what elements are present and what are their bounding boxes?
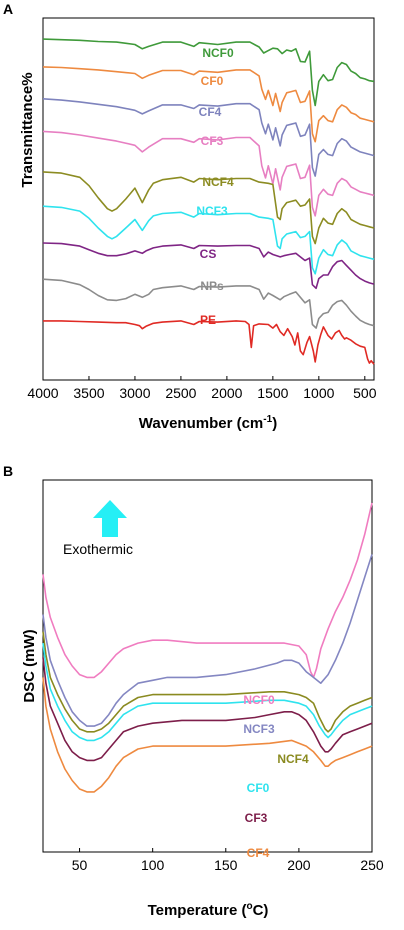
panel-a: A Transmittance% 4000 3500 3000 2500 2000 150…: [3, 1, 377, 432]
panel-b-series-ncf4-line: [42, 631, 373, 733]
panel-b-series-label-cf0: CF0: [247, 781, 270, 795]
panel-a-series-cf0-line: [42, 66, 375, 143]
panel-a-series-label-ncf0: NCF0: [202, 46, 234, 60]
panel-b-series-cf3-line: [42, 657, 373, 762]
panel-a-series-cf4-line: [42, 98, 375, 177]
panel-a-x-tick-label: 3000: [119, 385, 150, 401]
panel-b-series-label-ncf0: NCF0: [243, 693, 275, 707]
panel-a-y-axis-title: Transmittance%: [19, 72, 36, 187]
panel-b-x-axis-title: Temperature (oC): [148, 901, 269, 919]
exothermic-annotation: Exothermic: [63, 541, 133, 557]
panel-a-x-ticks: 4000 3500 3000 2500 2000 1500 1000 500: [27, 376, 377, 401]
panel-b-y-axis-title: DSC (mW): [21, 629, 38, 702]
panel-a-series-label-cf3: CF3: [201, 134, 224, 148]
panel-a-series-ncf0-line: [42, 38, 375, 107]
panel-a-x-tick-label: 2000: [211, 385, 242, 401]
panel-a-series-label-cf4: CF4: [199, 105, 222, 119]
panel-a-x-axis-title-sup: -1: [263, 414, 272, 425]
panel-a-x-tick-label: 3500: [73, 385, 104, 401]
panel-b-series-label-ncf3: NCF3: [243, 722, 275, 736]
panel-a-x-tick-label: 500: [353, 385, 377, 401]
panel-a-series-label-cs: CS: [200, 247, 217, 261]
panel-a-series-label-ncf3: NCF3: [196, 204, 228, 218]
panel-b-series-cf4-line: [42, 677, 373, 793]
panel-a-x-tick-label: 2500: [165, 385, 196, 401]
panel-b-x-tick-label: 150: [214, 857, 238, 873]
panel-a-series-cs-line: [42, 242, 375, 290]
panel-b-series-ncf0-line: [42, 502, 373, 679]
panel-b-frame: [42, 479, 373, 853]
panel-a-series-pe-line: [43, 320, 375, 365]
panel-b-series-labels: NCF0 NCF3 NCF4 CF0 CF3 CF4: [243, 693, 309, 860]
panel-b-series-group: [42, 502, 373, 793]
panel-b-series-label-ncf4: NCF4: [277, 752, 309, 766]
panel-a-series-nps-line: [42, 278, 375, 329]
panel-b-x-axis-title-end: C): [253, 902, 269, 919]
panel-b-series-label-cf3: CF3: [245, 811, 268, 825]
panel-a-x-tick-label: 1500: [257, 385, 288, 401]
panel-a-series-label-ncf4: NCF4: [202, 175, 234, 189]
panel-b-x-tick-label: 50: [72, 857, 88, 873]
panel-a-frame: [42, 17, 375, 381]
panel-b: B DSC (mW) Exothermic 50 100 150 200 250 NCF…: [3, 463, 384, 919]
panel-b-series-cf0-line: [42, 642, 373, 742]
panel-b-x-tick-label: 200: [287, 857, 311, 873]
panel-b-series-label-cf4: CF4: [247, 846, 270, 860]
panel-a-x-axis-title-end: ): [272, 415, 277, 432]
panel-a-series-label-cf0: CF0: [201, 74, 224, 88]
panel-a-series-label-nps: NPs: [200, 279, 224, 293]
exothermic-arrow-icon: [93, 500, 127, 537]
panel-a-series-labels: NCF0 CF0 CF4 CF3 NCF4 NCF3 CS NPs PE: [196, 46, 234, 327]
panel-b-x-axis-title-sup: o: [246, 901, 252, 912]
panel-b-x-tick-label: 100: [141, 857, 165, 873]
panel-a-series-ncf3-line: [42, 205, 375, 275]
panel-b-series-ncf3-line: [42, 554, 373, 727]
panel-a-x-tick-label: 4000: [27, 385, 58, 401]
panel-a-series-group: [42, 38, 375, 365]
panel-b-label: B: [3, 463, 13, 479]
panel-a-series-label-pe: PE: [200, 313, 216, 327]
panel-a-x-axis-title: Wavenumber (cm-1): [139, 414, 277, 432]
panel-b-x-axis-title-main: Temperature (: [148, 902, 247, 919]
panel-a-series-cf3-line: [42, 130, 375, 217]
panel-a-series-ncf4-line: [42, 171, 375, 245]
panel-b-x-ticks: 50 100 150 200 250: [72, 848, 384, 873]
panel-a-x-axis-title-main: Wavenumber (cm: [139, 415, 263, 432]
panel-a-x-tick-label: 1000: [303, 385, 334, 401]
panel-b-x-tick-label: 250: [360, 857, 384, 873]
panel-a-label: A: [3, 1, 13, 17]
